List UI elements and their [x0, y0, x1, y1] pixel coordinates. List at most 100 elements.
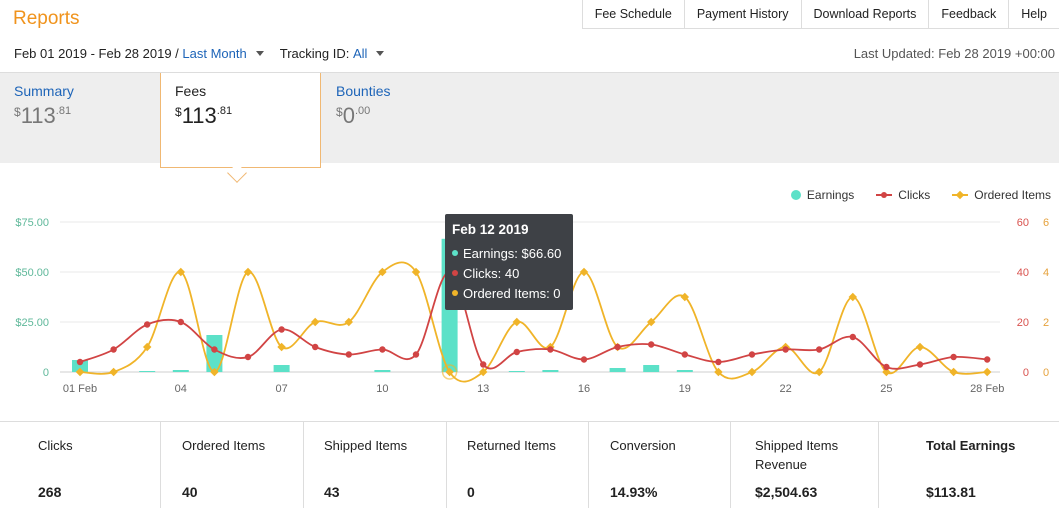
ordered-items-point [109, 367, 118, 377]
clicks-point [547, 346, 554, 353]
tracking-dropdown[interactable]: All [352, 46, 368, 61]
legend-earnings[interactable]: Earnings [790, 188, 854, 202]
x-tick-label: 10 [376, 383, 388, 395]
earnings-bar [374, 370, 391, 372]
ordered-items-point [142, 342, 152, 352]
clicks-point [849, 333, 856, 341]
x-tick-label: 07 [275, 383, 287, 395]
earnings-bar [273, 365, 290, 372]
legend-ordered-items[interactable]: Ordered Items [952, 188, 1051, 202]
ordered-items-point [310, 317, 320, 327]
y-tick-ordered: 4 [1043, 267, 1049, 279]
clicks-point [580, 356, 588, 363]
tracking-label: Tracking ID: [279, 46, 350, 61]
ordered-items-point [445, 367, 454, 377]
tooltip-title: Feb 12 2019 [452, 222, 529, 237]
chevron-down-icon[interactable] [255, 50, 264, 56]
nav-fee-schedule[interactable]: Fee Schedule [583, 0, 685, 28]
ordered-items-point [243, 267, 253, 277]
clicks-point [782, 346, 789, 353]
ordered-items-point [882, 367, 891, 377]
tab-amount: $113.81 [175, 103, 233, 128]
nav-payment-history[interactable]: Payment History [685, 0, 802, 28]
x-tick-label: 13 [477, 383, 489, 395]
stat-returned-items: Returned Items 0 [447, 422, 589, 508]
tab-amount: $0.00 [336, 103, 371, 128]
clicks-point [715, 358, 722, 366]
clicks-line [79, 271, 988, 370]
legend-clicks[interactable]: Clicks [876, 188, 930, 202]
clicks-point [984, 356, 991, 363]
ordered-items-point [512, 317, 522, 327]
ordered-items-point [982, 367, 992, 377]
stats-bar: Clicks 268 Ordered Items 40 Shipped Items 4… [0, 421, 1059, 508]
ordered-items-point [75, 367, 85, 377]
y-tick-ordered: 2 [1043, 317, 1049, 329]
ordered-items-point [176, 267, 186, 277]
clicks-point [144, 321, 151, 328]
chart-legend: Earnings Clicks Ordered Items [769, 188, 1051, 202]
chevron-down-icon[interactable] [376, 50, 385, 56]
ordered-items-point [848, 292, 858, 302]
hover-highlight [441, 364, 458, 380]
clicks-point [614, 343, 621, 351]
filter-bar: Feb 01 2019 - Feb 28 2019 / Last Month T… [14, 46, 385, 61]
y-tick-ordered: 6 [1043, 217, 1049, 229]
tab-strip: Summary $113.81 Fees $113.81 Bounties $0… [0, 72, 1059, 168]
stat-shipped-revenue: Shipped Items Revenue $2,504.63 [731, 422, 879, 508]
ordered-items-point [210, 367, 219, 377]
ordered-items-point [814, 367, 824, 377]
y-tick-clicks: 20 [1017, 317, 1029, 329]
ordered-items-point [646, 317, 656, 327]
ordered-items-point [949, 367, 958, 377]
ordered-items-point [478, 367, 488, 377]
clicks-point [278, 326, 285, 333]
y-tick-left: $50.00 [15, 267, 49, 279]
x-tick-label: 22 [779, 383, 791, 395]
date-range: Feb 01 2019 - Feb 28 2019 / [14, 46, 179, 61]
clicks-point [480, 361, 487, 368]
y-tick-left: $75.00 [15, 217, 49, 229]
tab-bounties[interactable]: Bounties $0.00 [322, 73, 482, 163]
clicks-marker [876, 192, 893, 198]
clicks-point [110, 346, 117, 353]
ordered-items-point [915, 342, 925, 352]
clicks-point [211, 346, 218, 353]
period-dropdown[interactable]: Last Month [182, 46, 247, 61]
nav-feedback[interactable]: Feedback [929, 0, 1010, 28]
clicks-point [681, 351, 688, 358]
tracking-filter: Tracking ID: All [280, 46, 385, 61]
x-tick-label: 04 [175, 383, 187, 395]
clicks-point [412, 351, 420, 358]
clicks-point [916, 361, 924, 368]
nav-help[interactable]: Help [1021, 7, 1047, 21]
clicks-point [648, 341, 655, 348]
clicks-point [76, 358, 84, 366]
stat-clicks: Clicks 268 [0, 422, 161, 508]
x-tick-label: 16 [578, 383, 590, 395]
x-tick-label: 28 Feb [970, 383, 1004, 395]
tooltip-clicks-row: Clicks: 40 [452, 263, 566, 283]
earnings-bar [72, 360, 88, 372]
y-tick-ordered: 0 [1043, 367, 1049, 379]
ordered-items-point [344, 317, 354, 327]
ordered-items-point [579, 267, 589, 277]
clicks-point [177, 318, 184, 326]
y-tick-clicks: 60 [1017, 217, 1029, 229]
tab-label: Summary [14, 83, 74, 99]
clicks-point [883, 363, 890, 371]
clicks-point [950, 353, 957, 361]
clicks-point [816, 346, 823, 353]
tab-summary[interactable]: Summary $113.81 [0, 73, 160, 163]
ordered-items-point [680, 292, 690, 302]
y-tick-clicks: 0 [1023, 367, 1029, 379]
tab-fees[interactable]: Fees $113.81 [160, 73, 321, 168]
ordered-items-point [277, 342, 286, 352]
earnings-bar [542, 370, 559, 372]
top-nav: Fee Schedule Payment History Download Re… [581, 0, 1059, 29]
stat-conversion: Conversion 14.93% [589, 422, 731, 508]
x-tick-label: 25 [880, 383, 892, 395]
chart-tooltip: Feb 12 2019 Earnings: $66.60 Clicks: 40 … [445, 214, 573, 310]
earnings-bar [172, 370, 189, 372]
nav-download-reports[interactable]: Download Reports [802, 0, 930, 28]
